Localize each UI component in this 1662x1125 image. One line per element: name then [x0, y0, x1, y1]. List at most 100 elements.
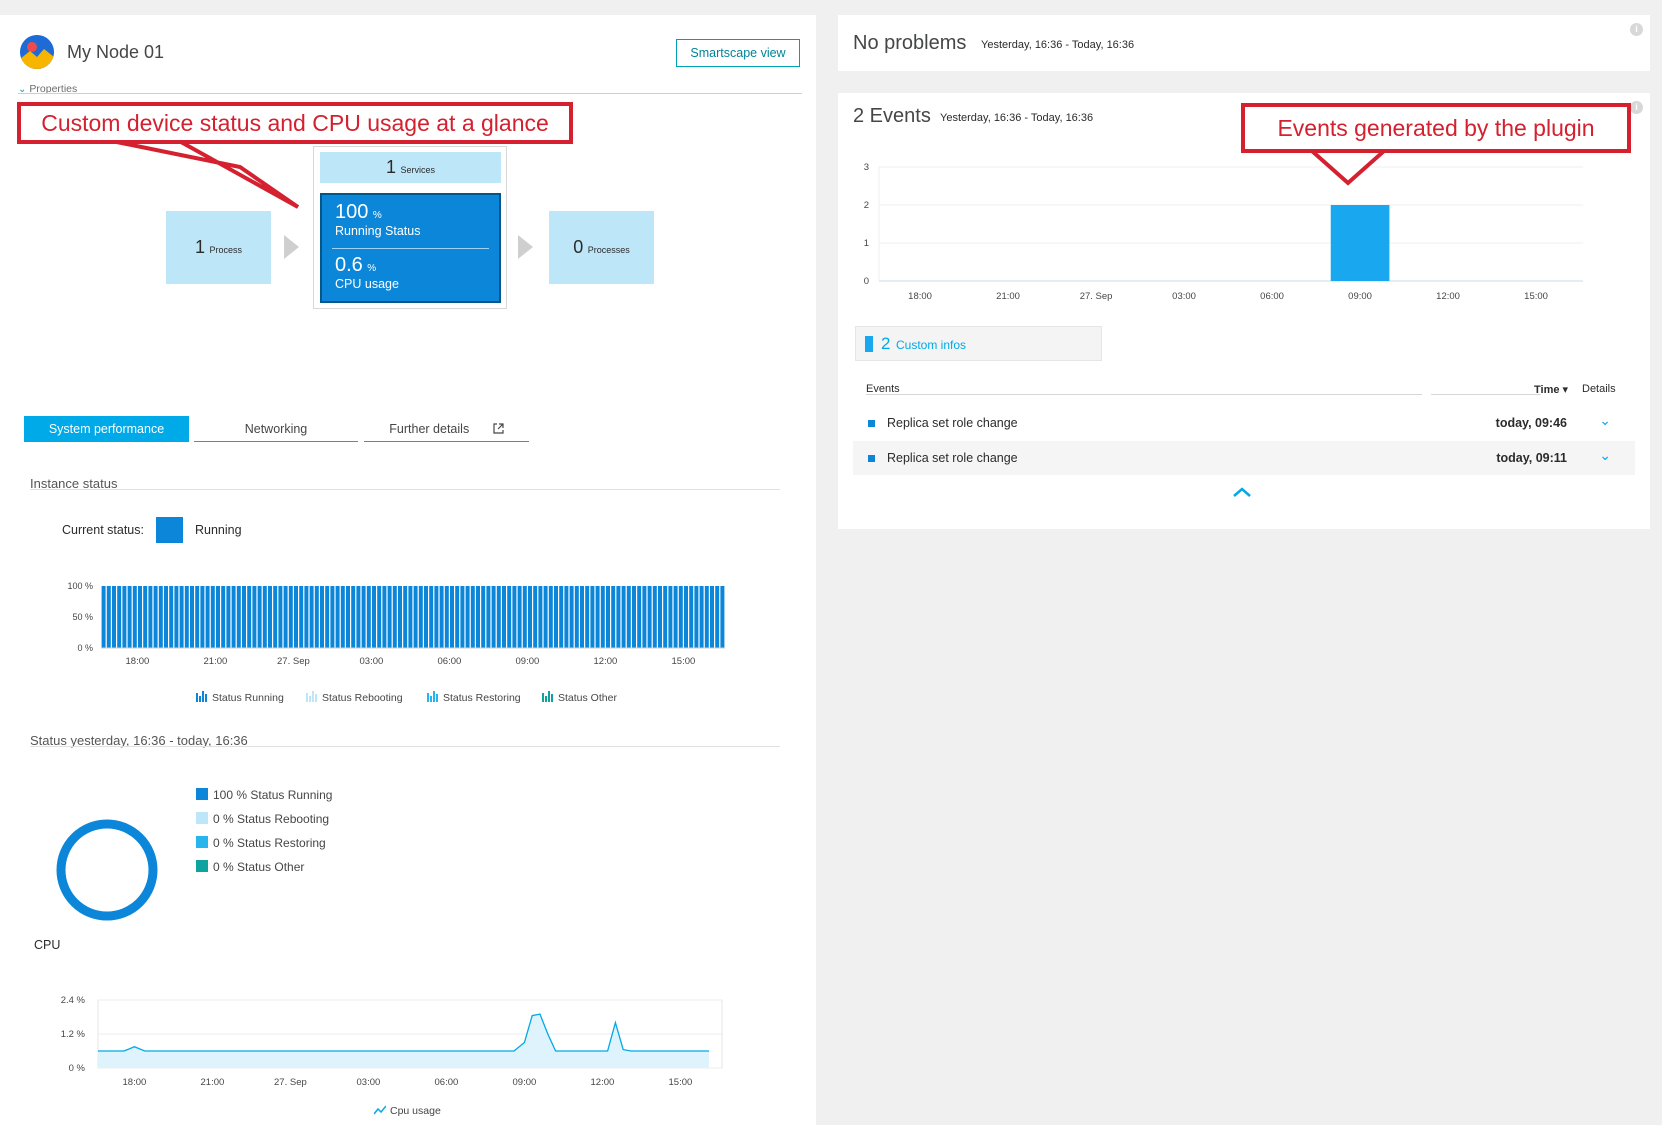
status-bar [533, 586, 538, 648]
status-bar [632, 586, 636, 648]
event-row[interactable]: Replica set role change today, 09:11 ⌄ [853, 441, 1635, 475]
status-bar [346, 586, 350, 648]
bar-chart-icon [196, 691, 208, 705]
legend-status-rebooting[interactable]: Status Rebooting [306, 691, 403, 705]
collapse-chevron-up-icon[interactable] [1232, 485, 1252, 503]
legend-status-restoring[interactable]: Status Restoring [427, 691, 521, 705]
legend-label: Status Rebooting [322, 692, 403, 704]
status-bar [429, 586, 434, 648]
info-icon[interactable]: i [1630, 101, 1643, 114]
status-bar [600, 586, 605, 648]
status-bar [507, 586, 512, 648]
status-bar [153, 586, 158, 648]
flow-arrow-icon [284, 235, 299, 259]
status-bar [236, 586, 241, 648]
bar-chart-icon [427, 691, 439, 705]
status-bar [117, 586, 122, 648]
x-tick-label: 18:00 [123, 1077, 147, 1088]
x-tick-label: 15:00 [669, 1077, 693, 1088]
status-bar [564, 586, 569, 648]
expand-chevron-icon[interactable]: ⌄ [1599, 412, 1611, 428]
status-bar [606, 586, 610, 648]
status-bar [320, 586, 324, 648]
status-summary-box[interactable]: 100 % Running Status 0.6 % CPU usage [320, 193, 501, 303]
y-tick-label: 2 [864, 200, 869, 211]
annotation-callout: Custom device status and CPU usage at a … [17, 102, 573, 144]
y-tick-label: 0 % [77, 643, 93, 653]
cpu-usage-label: CPU usage [335, 277, 399, 291]
page-title: My Node 01 [67, 42, 165, 62]
status-bar [450, 586, 454, 648]
status-bar [242, 586, 246, 648]
properties-label: Properties [29, 83, 78, 95]
event-row[interactable]: Replica set role change today, 09:46 ⌄ [853, 406, 1635, 440]
status-bar [502, 586, 506, 648]
x-tick-label: 27. Sep [277, 656, 310, 667]
x-tick-label: 12:00 [1436, 291, 1460, 302]
services-box[interactable]: 1 Services [320, 152, 501, 183]
running-status-value: 100 [335, 201, 369, 223]
x-tick-label: 09:00 [1348, 291, 1372, 302]
y-tick-label: 1 [864, 238, 869, 249]
status-bar [684, 586, 688, 648]
tab-networking[interactable]: Networking [194, 416, 358, 442]
status-bar [481, 586, 486, 648]
running-status-unit: % [372, 210, 382, 221]
legend-label: 100 % Status Running [213, 788, 333, 802]
legend-status-other[interactable]: Status Other [542, 691, 617, 705]
status-bar [715, 586, 720, 648]
status-bar [309, 586, 314, 648]
status-bar [663, 586, 668, 648]
legend-status-running[interactable]: Status Running [196, 691, 284, 705]
events-range: Yesterday, 16:36 - Today, 16:36 [940, 112, 1094, 124]
status-bar [372, 586, 376, 648]
status-bar [304, 586, 309, 648]
status-bar [548, 586, 553, 648]
status-bar [543, 586, 548, 648]
x-tick-label: 18:00 [908, 291, 932, 302]
status-bar [580, 586, 584, 648]
tab-further-details[interactable]: Further details [364, 416, 529, 442]
status-bar [247, 586, 252, 648]
status-bar [158, 586, 163, 648]
event-bar [1330, 205, 1390, 281]
tab-system-performance[interactable]: System performance [24, 416, 189, 442]
process-box[interactable]: 1 Process [166, 211, 271, 284]
x-tick-label: 21:00 [996, 291, 1020, 302]
x-tick-label: 12:00 [594, 656, 618, 667]
processes-count: 0 [573, 237, 584, 257]
custom-infos-filter[interactable]: 2 Custom infos [855, 326, 1102, 361]
status-bar [268, 586, 272, 648]
tab-further-details-label: Further details [389, 422, 470, 436]
time-column-header[interactable]: Time ▾ [1534, 384, 1569, 396]
status-bar [169, 586, 174, 648]
y-tick-label: 0 [864, 276, 869, 287]
current-status-label: Current status: [62, 523, 144, 537]
status-bar [273, 586, 278, 648]
bar-chart-icon [306, 691, 318, 705]
status-bar [106, 586, 111, 648]
properties-toggle[interactable]: ⌄ Properties [18, 83, 77, 95]
status-bar [704, 586, 709, 648]
x-tick-label: 09:00 [516, 656, 540, 667]
custom-infos-label: Custom infos [896, 338, 967, 352]
status-bar [486, 586, 491, 648]
event-name: Replica set role change [887, 416, 1018, 430]
info-icon[interactable]: i [1630, 23, 1643, 36]
legend-label: Status Running [212, 692, 284, 704]
y-tick-label: 0 % [69, 1063, 86, 1074]
cpu-chart: 2.4 % 1.2 % 0 % 18:00 21:00 27. Sep 03:00 06:00… [61, 995, 723, 1088]
status-bar [476, 586, 480, 648]
status-bar [658, 586, 662, 648]
status-bar [377, 586, 382, 648]
smartscape-view-button[interactable]: Smartscape view [676, 39, 800, 67]
expand-chevron-icon[interactable]: ⌄ [1599, 447, 1611, 463]
status-bar [569, 586, 574, 648]
status-bar [184, 586, 189, 648]
processes-box[interactable]: 0 Processes [549, 211, 654, 284]
legend-label: Cpu usage [390, 1105, 441, 1117]
status-bar [112, 586, 116, 648]
legend-label: Status Other [558, 692, 617, 704]
legend-cpu-usage[interactable]: Cpu usage [373, 1105, 441, 1117]
event-marker-icon [868, 420, 875, 427]
